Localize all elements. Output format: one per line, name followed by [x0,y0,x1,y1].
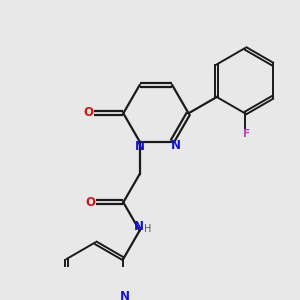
Text: N: N [134,220,144,233]
Text: F: F [243,129,250,139]
Text: N: N [135,140,145,153]
Text: N: N [171,139,182,152]
Text: N: N [120,290,130,300]
Text: O: O [83,106,93,118]
Text: H: H [144,224,151,234]
Text: O: O [85,196,95,209]
